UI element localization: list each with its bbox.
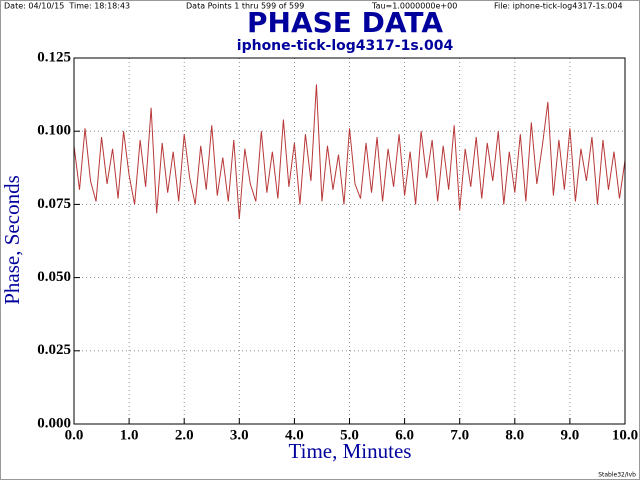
x-tick-label: 5.0 <box>340 427 359 443</box>
x-tick-label: 6.0 <box>395 427 414 443</box>
x-tick-label: 4.0 <box>285 427 304 443</box>
data-line <box>73 84 626 220</box>
x-tick-label: 1.0 <box>120 427 139 443</box>
y-tick-label: 0.000 <box>37 415 71 431</box>
x-tick-label: 7.0 <box>450 427 469 443</box>
plot-border <box>73 57 626 425</box>
x-tick-label: 3.0 <box>230 427 249 443</box>
footer: Stable32/Ivb <box>598 472 636 479</box>
x-tick-label: 8.0 <box>505 427 524 443</box>
y-axis-label: Phase, Seconds <box>0 175 24 305</box>
x-axis-label: Time, Minutes <box>289 439 412 463</box>
x-tick-label: 10.0 <box>612 427 638 443</box>
x-tick-label: 0.0 <box>65 427 84 443</box>
y-tick-label: 0.075 <box>37 196 71 212</box>
points-info: Data Points 1 thru 599 of 599 <box>186 2 304 11</box>
tau: Tau=1.0000000e+00 <box>371 2 457 11</box>
y-tick-label: 0.050 <box>37 269 71 285</box>
y-tick-label: 0.025 <box>37 342 71 358</box>
file: File: iphone-tick-log4317-1s.004 <box>494 2 623 11</box>
y-tick-label: 0.125 <box>37 49 71 65</box>
x-tick-label: 2.0 <box>175 427 194 443</box>
chart-title: PHASE DATA <box>247 6 443 39</box>
x-tick-label: 9.0 <box>561 427 580 443</box>
y-tick-label: 0.100 <box>37 123 71 139</box>
date-time: Date: 04/10/15 Time: 18:18:43 <box>4 2 130 11</box>
chart-subtitle: iphone-tick-log4317-1s.004 <box>237 38 454 54</box>
